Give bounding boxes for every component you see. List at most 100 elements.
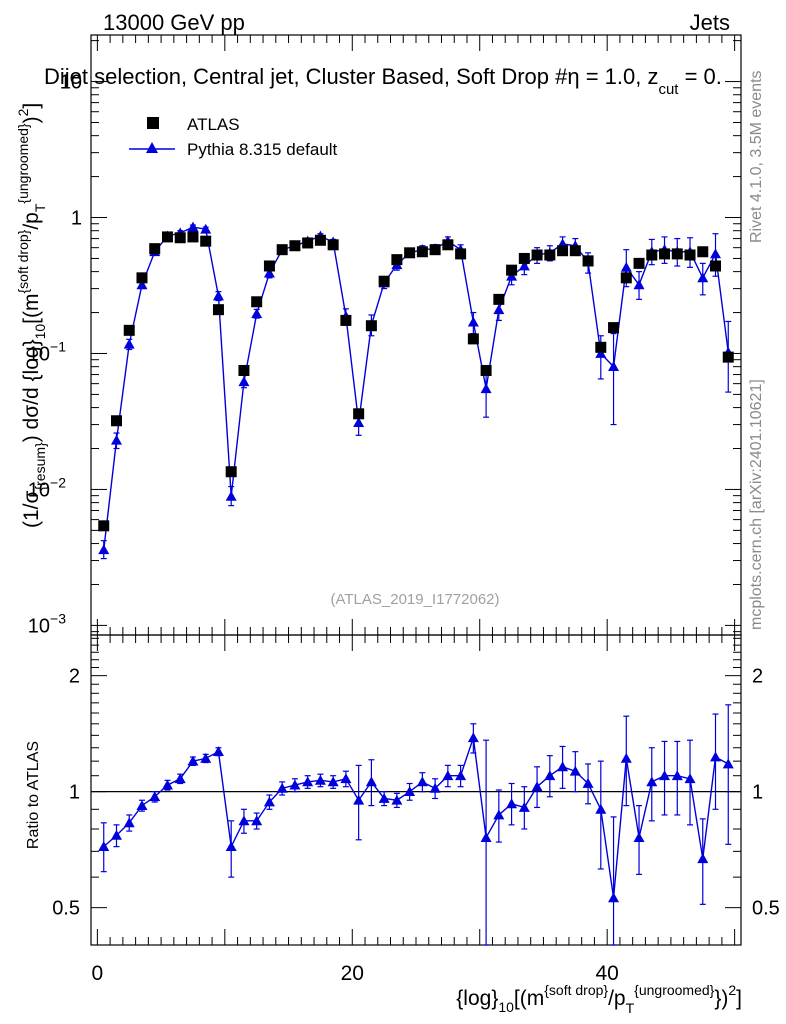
mc-point [710, 248, 722, 259]
atlas-data-point [633, 257, 645, 269]
legend: ATLAS Pythia 8.315 default [129, 115, 338, 159]
ratio-point [646, 776, 658, 787]
main-y-tick-label: 10−3 [28, 610, 66, 637]
ratio-point [404, 786, 416, 797]
x-axis-title: {log}10[(m{soft drop}/pT{ungroomed}})2] [456, 982, 742, 1016]
atlas-data-point [569, 245, 581, 257]
ratio-point [697, 853, 709, 864]
legend-data-marker [147, 117, 159, 129]
ratio-point [238, 815, 250, 826]
atlas-data-point [467, 333, 479, 345]
ratio-point [416, 776, 428, 787]
ratio-point [620, 752, 632, 763]
ratio-point [212, 746, 224, 757]
atlas-data-point [557, 245, 569, 257]
mc-point [608, 361, 620, 372]
atlas-data-point [518, 252, 530, 264]
atlas-data-point [251, 296, 263, 308]
ratio-marks [98, 704, 734, 946]
atlas-data-point [365, 320, 377, 332]
ratio-point [263, 796, 275, 807]
ratio-y-axis-title: Ratio to ATLAS [25, 741, 42, 849]
main-y-axis-title: (1/σ{resum}) dσ/d {log}10[(m{soft drop}/… [15, 103, 48, 528]
atlas-data-point [480, 364, 492, 376]
ratio-y-tick-label-right: 2 [752, 666, 763, 688]
mc-point [251, 308, 263, 319]
mc-point [123, 338, 135, 349]
ratio-point [302, 776, 314, 787]
mc-point [238, 376, 250, 387]
atlas-data-point [276, 244, 288, 256]
category-label: Jets [690, 10, 730, 35]
x-tick-label: 0 [92, 962, 104, 985]
ratio-point [467, 732, 479, 743]
ratio-point [161, 779, 173, 790]
ratio-point [442, 770, 454, 781]
atlas-data-point [620, 272, 632, 284]
x-tick-label: 40 [595, 962, 618, 985]
main-y-tick-label: 10−2 [28, 474, 66, 501]
ratio-point [633, 832, 645, 842]
ratio-point [544, 770, 556, 781]
mc-point [493, 304, 505, 315]
mc-point [136, 279, 148, 290]
plot-title-tail: = 0. [678, 64, 721, 89]
atlas-data-point [98, 520, 110, 532]
mc-series-line [103, 226, 729, 550]
ratio-point [429, 782, 441, 793]
ratio-point [110, 829, 122, 840]
ratio-point [557, 761, 569, 772]
ratio-point [327, 776, 339, 787]
atlas-data-point [429, 244, 441, 256]
x-tick-label: 20 [341, 962, 364, 985]
mcplots-label: mcplots.cern.ch [arXiv:2401.10621] [748, 379, 765, 630]
atlas-data-point [442, 239, 454, 251]
ratio-point [251, 815, 263, 826]
ratio-point [136, 800, 148, 811]
main-y-tick-label: 10−1 [28, 338, 66, 365]
mc-point [518, 260, 530, 271]
mc-point [620, 261, 632, 272]
atlas-data-point [212, 304, 224, 316]
ratio-point [225, 841, 237, 852]
mc-point [225, 490, 237, 501]
energy-label: 13000 GeV pp [103, 10, 245, 35]
atlas-data-point [136, 272, 148, 284]
mc-point [353, 417, 365, 428]
ratio-point [391, 794, 403, 805]
atlas-data-point [200, 235, 212, 247]
ratio-point [582, 777, 594, 788]
plot-title-sub: cut [658, 81, 679, 98]
atlas-data-point [722, 351, 734, 363]
ratio-point [506, 798, 518, 809]
ratio-panel-frame [90, 634, 742, 946]
atlas-data-point [455, 248, 467, 260]
mc-point [697, 272, 709, 283]
atlas-data-point [174, 232, 186, 244]
atlas-data-point [416, 246, 428, 258]
atlas-data-point [161, 231, 173, 243]
ratio-point [608, 892, 620, 903]
ratio-point [569, 765, 581, 776]
ratio-point [314, 774, 326, 785]
ratio-axes: 0 20 40 0.5 0.5 1 1 2 2 [52, 635, 780, 985]
legend-data-label: ATLAS [187, 115, 240, 134]
ratio-point [340, 773, 352, 784]
atlas-data-point [595, 341, 607, 353]
legend-mc-label: Pythia 8.315 default [187, 140, 338, 159]
mc-point [187, 221, 199, 232]
atlas-data-point [238, 364, 250, 376]
atlas-data-point [289, 240, 301, 252]
atlas-data-point [671, 248, 683, 260]
atlas-data-point [404, 247, 416, 259]
ratio-series-line [103, 737, 729, 899]
atlas-data-point [697, 246, 709, 258]
ratio-point [531, 781, 543, 792]
atlas-data-point [493, 293, 505, 305]
ratio-point [710, 751, 722, 762]
main-y-tick-label: 10 [60, 72, 82, 94]
mc-point [595, 347, 607, 358]
ratio-point [98, 841, 110, 852]
ratio-point [671, 770, 683, 781]
mc-point [480, 383, 492, 394]
